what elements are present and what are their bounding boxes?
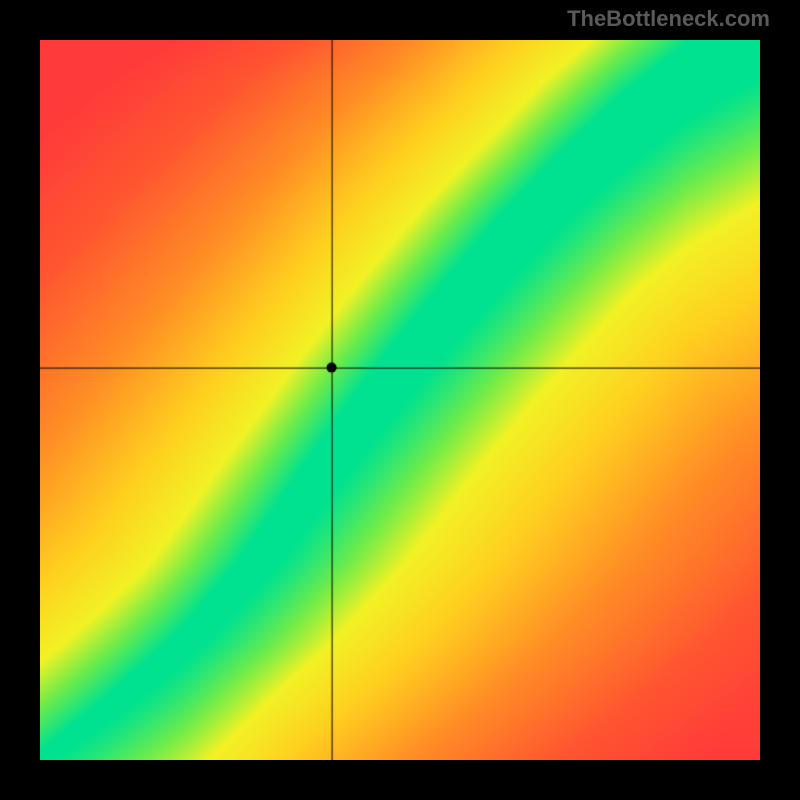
watermark-text: TheBottleneck.com (567, 6, 770, 32)
heatmap-canvas (40, 40, 760, 760)
heatmap-plot (40, 40, 760, 760)
